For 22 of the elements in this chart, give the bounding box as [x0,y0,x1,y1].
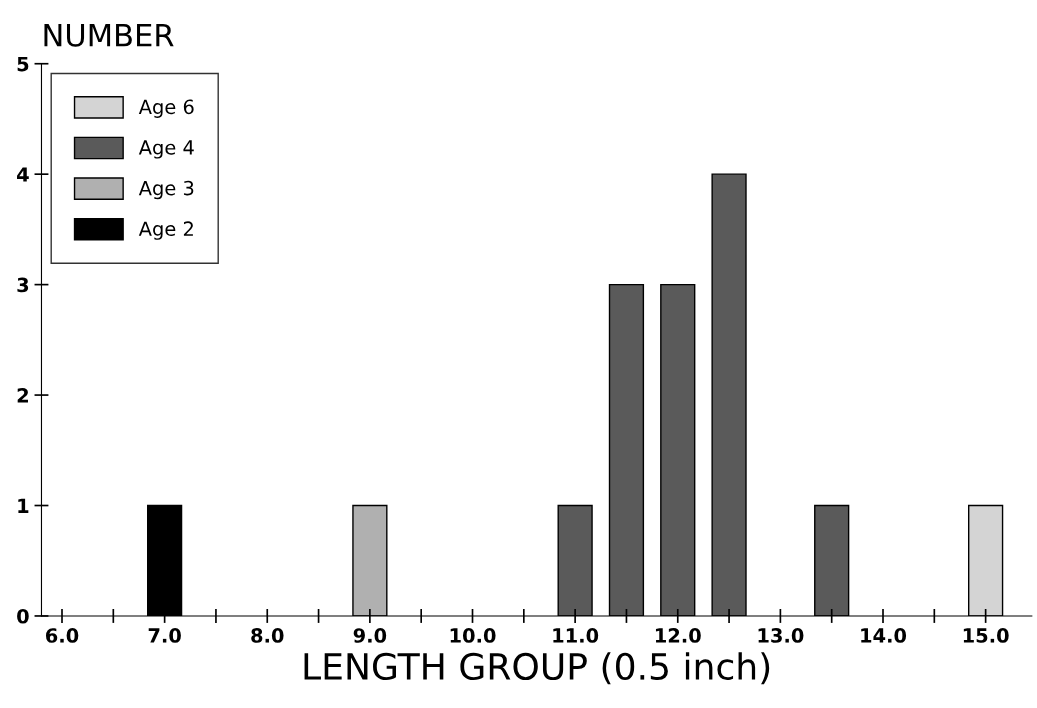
y-tick-label: 2 [17,388,28,403]
x-tick-label: 15.0 [963,628,1009,643]
y-tick-label: 0 [17,608,29,624]
x-tick-label: 11.0 [553,628,599,643]
legend-label: Age 3 [138,180,194,200]
x-tick-label: 9.0 [353,628,387,643]
x-tick-label: 13.0 [758,628,804,643]
x-tick-label: 14.0 [861,628,907,643]
x-tick-label: 10.0 [450,628,496,643]
legend-label: Age 4 [138,140,194,159]
y-axis-title: NUMBER [44,24,174,47]
y-tick-label: 3 [17,277,29,293]
x-tick-label: 8.0 [251,628,284,643]
legend-label: Age 2 [138,221,193,240]
y-tick-label: 4 [17,167,29,182]
x-tick-label: 12.0 [655,628,701,643]
legend-label: Age 6 [138,99,194,118]
y-tick-label: 1 [18,498,29,513]
y-tick-label: 5 [17,56,29,72]
x-tick-label: 7.0 [148,628,181,643]
x-axis-title: LENGTH GROUP (0.5 inch) [304,652,770,685]
x-tick-label: 6.0 [45,628,79,643]
